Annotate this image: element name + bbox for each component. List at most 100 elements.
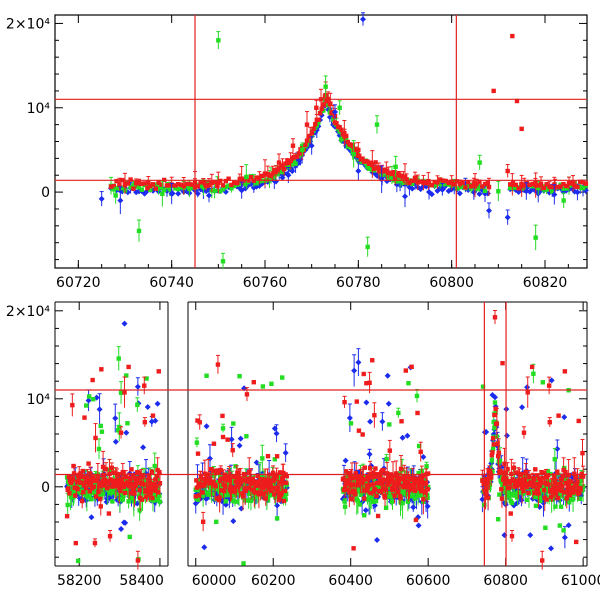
red-point <box>375 165 380 170</box>
red-point <box>216 470 221 475</box>
green-point <box>403 492 409 497</box>
blue-point <box>88 514 95 521</box>
red-point <box>363 488 368 493</box>
green-point <box>212 188 217 194</box>
red-point <box>405 474 411 479</box>
red-point <box>157 469 162 475</box>
red-point <box>491 442 496 447</box>
red-point <box>498 469 503 474</box>
red-point <box>507 479 513 484</box>
red-point <box>304 122 310 127</box>
red-point <box>526 474 532 480</box>
red-point <box>104 485 110 491</box>
green-point <box>98 423 103 429</box>
red-point <box>544 182 549 187</box>
green-point <box>124 488 130 493</box>
red-point <box>244 392 250 397</box>
green-point <box>124 373 129 378</box>
red-point <box>216 180 221 186</box>
red-point <box>150 182 156 187</box>
green-point <box>344 475 349 480</box>
red-point <box>84 485 89 491</box>
red-point <box>254 175 259 180</box>
green-point <box>357 502 363 507</box>
red-point <box>252 480 258 485</box>
green-point <box>373 498 379 504</box>
red-point <box>150 413 156 418</box>
green-point <box>316 120 321 125</box>
green-point <box>99 429 105 434</box>
blue-point <box>362 507 369 514</box>
green-point <box>506 489 511 494</box>
blue-point <box>561 534 568 541</box>
green-point <box>173 186 178 191</box>
red-point <box>413 487 418 492</box>
red-point <box>141 482 146 487</box>
green-point <box>513 185 519 190</box>
red-point <box>309 130 315 136</box>
red-point <box>288 158 293 164</box>
red-point <box>156 180 161 185</box>
red-point <box>198 474 204 479</box>
red-point <box>225 437 230 442</box>
red-point <box>547 184 552 189</box>
green-point <box>139 187 144 192</box>
red-point <box>304 138 310 143</box>
red-point <box>145 185 150 191</box>
green-point <box>466 183 471 189</box>
green-point <box>282 494 288 499</box>
x-tick-label: 60600 <box>406 573 451 589</box>
blue-point <box>519 404 526 411</box>
green-point <box>512 492 518 497</box>
red-point <box>359 476 364 481</box>
red-point <box>195 451 201 456</box>
red-point <box>153 488 159 494</box>
red-point <box>536 476 542 481</box>
red-point <box>88 471 93 476</box>
red-point <box>229 489 235 494</box>
green-point <box>153 182 158 187</box>
red-point <box>281 166 287 172</box>
red-point <box>250 477 255 482</box>
green-point <box>136 228 142 234</box>
red-point <box>522 183 527 188</box>
red-point <box>132 491 137 496</box>
blue-point <box>374 537 381 544</box>
green-point <box>425 495 430 500</box>
y-tick-label: 2×10⁴ <box>6 304 50 320</box>
green-point <box>131 182 136 188</box>
red-point <box>415 180 421 185</box>
red-point <box>548 494 554 500</box>
red-point <box>321 102 326 107</box>
red-point <box>89 477 94 483</box>
red-point <box>483 491 488 496</box>
green-point <box>148 187 153 193</box>
green-point <box>330 117 336 122</box>
red-point <box>530 483 535 489</box>
red-point <box>412 175 418 181</box>
red-point <box>392 493 397 498</box>
red-point <box>547 420 552 425</box>
green-point <box>531 371 536 376</box>
x-tick-label: 60760 <box>243 275 288 291</box>
red-point <box>501 475 507 480</box>
red-point <box>495 454 501 459</box>
red-point <box>454 179 460 184</box>
blue-point <box>122 519 129 526</box>
green-point <box>275 172 280 177</box>
green-point <box>545 468 551 474</box>
green-point <box>432 183 437 188</box>
green-point <box>507 494 512 499</box>
red-point <box>376 168 382 174</box>
green-point <box>200 493 206 498</box>
red-point <box>129 467 134 472</box>
red-point <box>265 453 271 459</box>
red-point <box>492 315 498 320</box>
green-point <box>232 493 238 498</box>
red-point <box>276 160 282 165</box>
blue-point <box>175 190 182 197</box>
green-point <box>405 499 411 504</box>
green-point <box>218 189 223 194</box>
blue-point <box>367 418 374 425</box>
red-point <box>572 488 578 494</box>
